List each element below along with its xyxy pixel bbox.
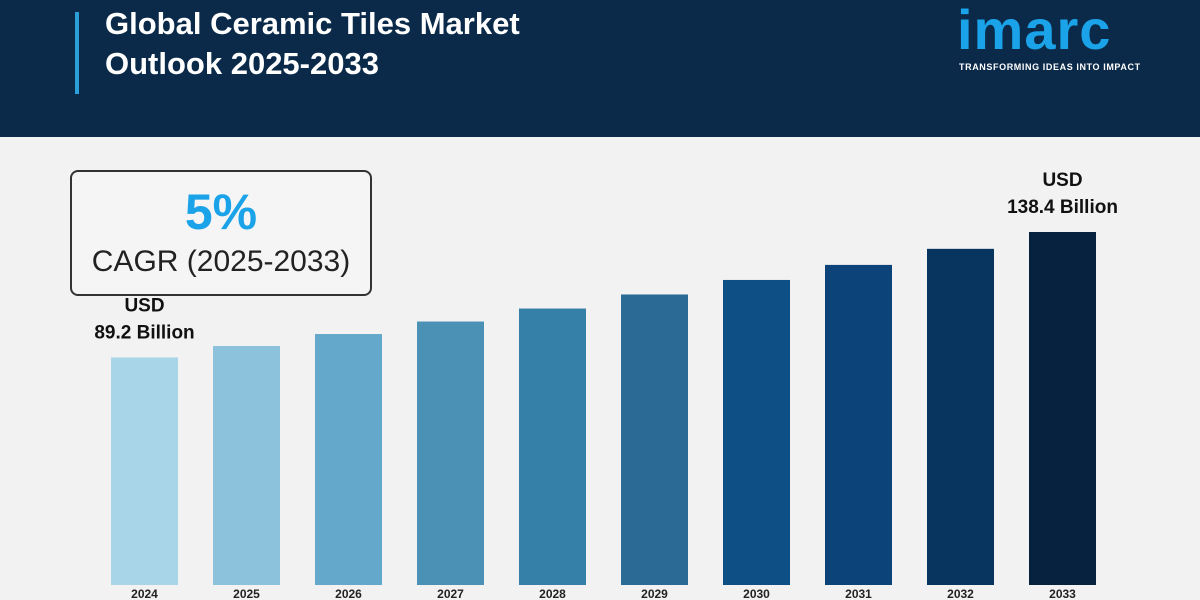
bar-2030	[723, 279, 790, 585]
cagr-label: CAGR (2025-2033)	[91, 245, 351, 278]
bar-2025	[213, 346, 280, 585]
bar-2033	[1029, 232, 1096, 585]
x-tick-label: 2033	[1049, 587, 1076, 600]
bar-2032	[927, 248, 994, 586]
title-line-1: Global Ceramic Tiles Market	[105, 6, 520, 41]
x-tick-label: 2031	[845, 587, 872, 600]
data-label-currency: USD	[1042, 170, 1082, 191]
title-accent-bar	[75, 12, 79, 94]
cagr-box: 5% CAGR (2025-2033)	[70, 170, 372, 296]
x-tick-label: 2029	[641, 587, 668, 600]
x-tick-label: 2030	[743, 587, 770, 600]
bar-2028	[519, 308, 586, 585]
data-label-value: 89.2 Billion	[94, 322, 194, 343]
x-tick-label: 2032	[947, 587, 974, 600]
logo-wordmark: imarc	[957, 0, 1112, 61]
data-label-value: 138.4 Billion	[1007, 197, 1118, 218]
page-title: Global Ceramic Tiles Market Outlook 2025…	[105, 4, 520, 84]
bar-2027	[417, 321, 484, 585]
bar-2031	[825, 264, 892, 585]
bar-2026	[315, 334, 382, 585]
x-tick-label: 2028	[539, 587, 566, 600]
x-tick-label: 2025	[233, 587, 260, 600]
x-tick-label: 2024	[131, 587, 158, 600]
x-tick-label: 2026	[335, 587, 362, 600]
bar-2029	[621, 294, 688, 585]
imarc-logo: imarc TRANSFORMING IDEAS INTO IMPACT	[957, 0, 1167, 76]
bar-2024	[111, 357, 178, 585]
data-label-currency: USD	[124, 295, 164, 316]
x-tick-label: 2027	[437, 587, 464, 600]
header-banner: Global Ceramic Tiles Market Outlook 2025…	[0, 0, 1200, 137]
title-line-2: Outlook 2025-2033	[105, 46, 379, 81]
logo-tagline: TRANSFORMING IDEAS INTO IMPACT	[959, 62, 1141, 72]
cagr-value: 5%	[184, 184, 258, 240]
